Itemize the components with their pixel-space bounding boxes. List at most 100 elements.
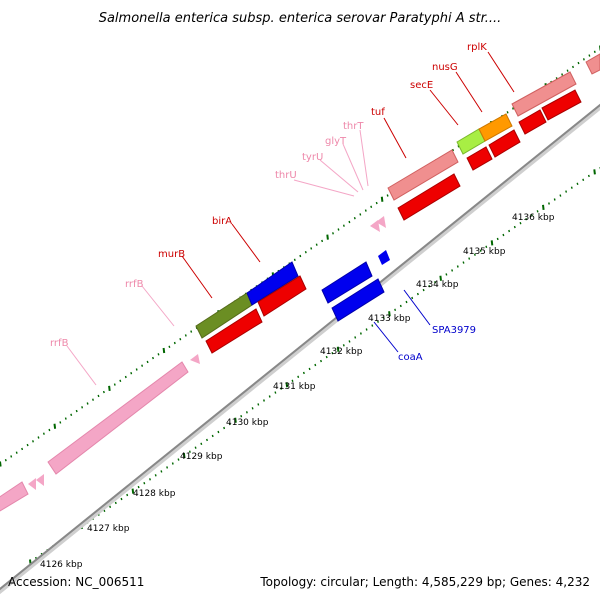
tick-mark bbox=[548, 202, 550, 205]
pink-rna-arrow-rrfb[interactable] bbox=[190, 354, 200, 364]
pink-rna-arrow-trna-2[interactable] bbox=[376, 216, 386, 228]
label-tuf[interactable]: tuf bbox=[371, 107, 385, 118]
tick-mark bbox=[166, 466, 169, 469]
tick-mark bbox=[184, 334, 187, 337]
label-murB[interactable]: murB bbox=[158, 249, 185, 260]
tick-mark bbox=[451, 269, 454, 272]
tick-mark bbox=[331, 351, 334, 355]
label-nusG[interactable]: nusG bbox=[432, 62, 458, 73]
tick-mark bbox=[70, 413, 73, 417]
tick-mark bbox=[337, 228, 340, 231]
tick-mark bbox=[190, 330, 193, 333]
tick-mark bbox=[92, 398, 94, 401]
label-glyT[interactable]: glyT bbox=[325, 136, 347, 147]
label-thrU[interactable]: thrU bbox=[275, 170, 297, 181]
tick-mark bbox=[217, 430, 220, 434]
cds-red-5[interactable] bbox=[488, 129, 521, 158]
cds-salmon-edge[interactable] bbox=[585, 53, 600, 75]
tick-mark bbox=[512, 107, 514, 110]
tick-mark bbox=[375, 201, 378, 205]
tick-mark bbox=[141, 364, 144, 367]
tick-mark bbox=[496, 237, 499, 241]
tick-mark bbox=[53, 423, 57, 429]
tick-mark bbox=[359, 332, 362, 335]
tick-mark bbox=[299, 254, 302, 258]
tick-mark bbox=[109, 505, 112, 509]
tick-mark bbox=[64, 417, 67, 420]
tick-mark bbox=[200, 442, 203, 446]
tick-mark bbox=[502, 233, 505, 237]
coaA-gene[interactable] bbox=[331, 278, 385, 322]
tick-mark bbox=[154, 474, 157, 477]
label-rrfB-lower[interactable]: rrfB bbox=[50, 338, 69, 349]
tick-mark bbox=[103, 509, 106, 513]
label-rrfB-upper[interactable]: rrfB bbox=[125, 279, 144, 290]
tick-mark bbox=[399, 304, 402, 308]
cds-red-4[interactable] bbox=[466, 146, 493, 171]
label-rplK[interactable]: rplK bbox=[467, 42, 487, 53]
tick-mark bbox=[354, 336, 357, 339]
tick-mark bbox=[15, 451, 18, 454]
tick-mark bbox=[223, 426, 226, 430]
tick-mark bbox=[160, 470, 163, 473]
label-secE[interactable]: secE bbox=[410, 80, 433, 91]
tick-mark bbox=[577, 61, 580, 65]
tick-mark bbox=[240, 414, 243, 418]
tick-mark bbox=[428, 284, 431, 288]
tick-mark bbox=[234, 417, 237, 423]
tuf-gene[interactable] bbox=[387, 149, 459, 201]
tick-mark bbox=[587, 174, 590, 178]
tick-mark bbox=[411, 296, 414, 300]
spa3979-gene[interactable] bbox=[321, 261, 373, 304]
pink-rna-small-2[interactable] bbox=[36, 474, 44, 486]
tick-mark bbox=[332, 232, 334, 235]
gene-label-group: rrfB rrfB murB birA thrU tyrU glyT thrT … bbox=[50, 42, 487, 363]
tick-mark bbox=[75, 409, 78, 413]
pink-rna-long[interactable] bbox=[47, 361, 189, 475]
label-thrT[interactable]: thrT bbox=[343, 121, 364, 132]
birA-gene[interactable] bbox=[246, 261, 299, 306]
cds-red-7[interactable] bbox=[541, 89, 582, 121]
cds-red-3[interactable] bbox=[397, 173, 461, 221]
tick-mark bbox=[211, 434, 214, 438]
label-birA[interactable]: birA bbox=[212, 216, 232, 227]
tick-mark bbox=[386, 194, 389, 197]
tick-mark bbox=[593, 50, 596, 54]
nusG-gene[interactable] bbox=[478, 113, 513, 142]
tick-mark bbox=[280, 387, 283, 390]
tick-mark bbox=[513, 225, 516, 229]
tick-mark bbox=[137, 485, 140, 489]
accession-text: Accession: NC_006511 bbox=[8, 575, 144, 589]
scale-label-4129: 4129 kbp bbox=[180, 452, 223, 462]
tick-mark bbox=[342, 224, 345, 227]
tick-mark bbox=[452, 148, 454, 152]
tick-mark bbox=[102, 390, 105, 394]
genome-axis bbox=[0, 103, 600, 595]
label-coaA[interactable]: coaA bbox=[398, 352, 423, 363]
rplK-gene[interactable] bbox=[511, 71, 577, 117]
tick-mark bbox=[146, 360, 149, 364]
tick-mark bbox=[285, 382, 289, 388]
tick-mark bbox=[177, 458, 180, 461]
scale-label-4127: 4127 kbp bbox=[87, 524, 130, 534]
tick-mark bbox=[113, 383, 116, 386]
tick-mark bbox=[542, 204, 545, 211]
cds-red-1[interactable] bbox=[205, 308, 263, 354]
tick-mark bbox=[274, 391, 277, 394]
pink-rna-small-1[interactable] bbox=[28, 478, 36, 490]
tick-mark bbox=[576, 182, 579, 186]
tick-mark bbox=[561, 73, 564, 76]
pink-rna-arrow-trna-1[interactable] bbox=[370, 220, 380, 232]
cds-red-6[interactable] bbox=[518, 109, 547, 135]
tick-mark bbox=[126, 493, 129, 497]
tick-mark bbox=[0, 461, 2, 467]
tick-mark bbox=[321, 239, 324, 243]
pink-rna-left[interactable] bbox=[0, 481, 29, 514]
tick-mark bbox=[314, 363, 317, 367]
label-tyrU[interactable]: tyrU bbox=[302, 152, 323, 163]
label-SPA3979[interactable]: SPA3979 bbox=[432, 325, 476, 336]
cds-red-2[interactable] bbox=[257, 275, 307, 317]
blue-small-gene[interactable] bbox=[378, 250, 390, 265]
tick-mark bbox=[565, 190, 568, 193]
